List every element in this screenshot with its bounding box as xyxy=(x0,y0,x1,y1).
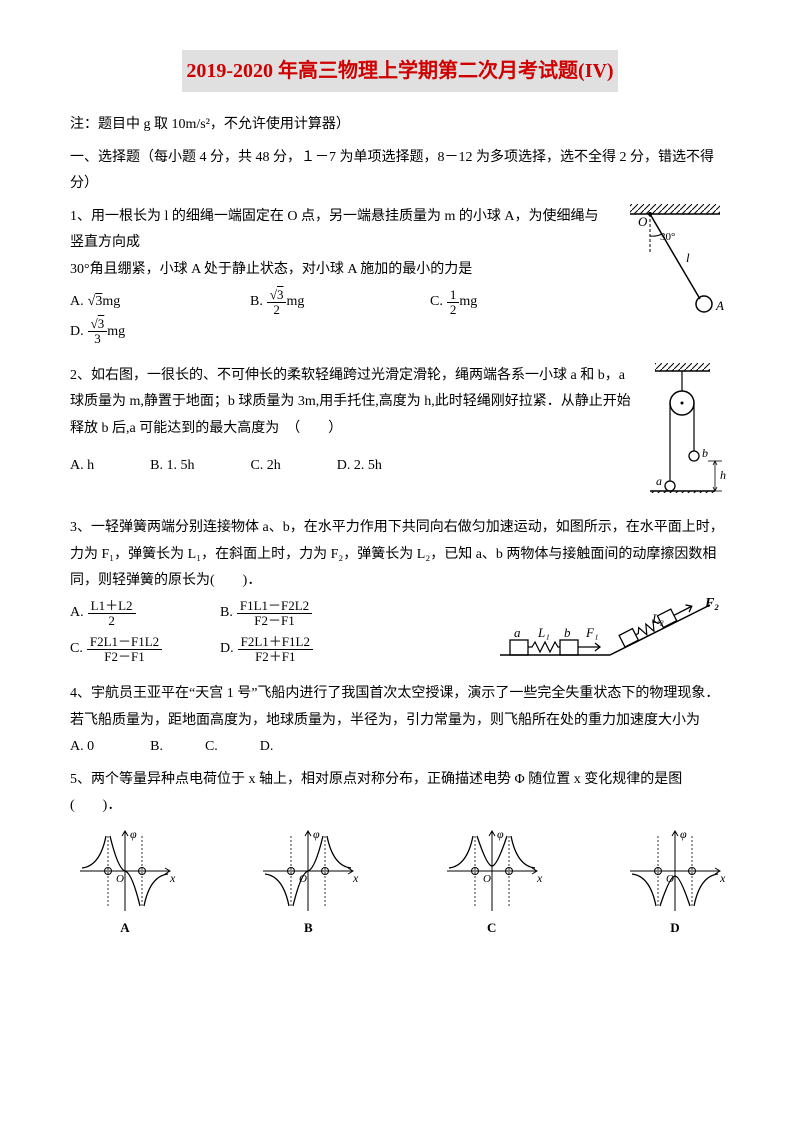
svg-text:φ: φ xyxy=(497,827,504,841)
q5-text: 5、两个等量异种点电荷位于 x 轴上，相对原点对称分布，正确描述电势 Φ 随位置… xyxy=(70,767,730,820)
q3-optA: A. L1＋L22 xyxy=(70,599,220,629)
question-5: 5、两个等量异种点电荷位于 x 轴上，相对原点对称分布，正确描述电势 Φ 随位置… xyxy=(70,767,730,941)
q1-optB: B. √32 mg xyxy=(250,288,430,318)
q2-fig-a: a xyxy=(656,474,662,488)
q1-fig-O: O xyxy=(638,214,648,229)
q2-fig-b: b xyxy=(702,446,708,460)
q1-figure: O 30° l A xyxy=(620,204,730,314)
q1-options: A. √3mg B. √32 mg C. 12 mg D. √33 mg xyxy=(70,288,610,347)
q3-figure: a L₁ b F₁ L₂ F₂ xyxy=(500,595,730,675)
question-2: b a h 2、如右图，一很长的、不可伸长的柔软轻绳跨过光滑定滑轮，绳两端各系一… xyxy=(70,363,730,509)
q3-fig-F1: F₁ xyxy=(585,625,598,640)
q4-options: A. 0 B. C. D. xyxy=(70,734,730,761)
note-line: 注：题目中 g 取 10m/s²，不允许使用计算器） xyxy=(70,112,730,139)
q5-graph-C: φ x O C xyxy=(437,826,547,941)
q2-text: 2、如右图，一很长的、不可伸长的柔软轻绳跨过光滑定滑轮，绳两端各系一小球 a 和… xyxy=(70,363,730,443)
q5-graph-D: φ x O D xyxy=(620,826,730,941)
q3-fig-L1: L₁ xyxy=(537,625,550,640)
question-4: 4、宇航员王亚平在“天宫 1 号”飞船内进行了我国首次太空授课，演示了一些完全失… xyxy=(70,681,730,761)
svg-text:O: O xyxy=(666,873,674,885)
section-heading: 一、选择题（每小题 4 分，共 48 分，１－7 为单项选择题，8－12 为多项… xyxy=(70,145,730,198)
q3-optB: B. F1L1－F2L2F2－F1 xyxy=(220,599,370,629)
q2-options: A. h B. 1. 5h C. 2h D. 2. 5h xyxy=(70,453,730,480)
q1-fig-l: l xyxy=(686,250,690,265)
question-1: O 30° l A 1、用一根长为 l 的细绳一端固定在 O 点，另一端悬挂质量… xyxy=(70,204,730,357)
svg-text:O: O xyxy=(116,873,124,885)
q1-fig-angle: 30° xyxy=(660,231,675,243)
svg-text:x: x xyxy=(169,871,176,885)
q2-figure: b a h xyxy=(650,363,730,493)
q3-fig-b: b xyxy=(564,625,571,640)
svg-text:x: x xyxy=(719,871,726,885)
q3-optC: C. F2L1－F1L2F2－F1 xyxy=(70,635,220,665)
q3-fig-a: a xyxy=(514,625,521,640)
q1-optD: D. √33 mg xyxy=(70,317,250,347)
q3-text: 3、一轻弹簧两端分别连接物体 a、b，在水平力作用下共同向右做匀加速运动，如图所… xyxy=(70,515,730,595)
q1-optA: A. √3mg xyxy=(70,288,250,318)
svg-text:φ: φ xyxy=(130,827,137,841)
svg-text:O: O xyxy=(483,873,491,885)
question-3: 3、一轻弹簧两端分别连接物体 a、b，在水平力作用下共同向右做匀加速运动，如图所… xyxy=(70,515,730,675)
page-title: 2019-2020 年高三物理上学期第二次月考试题(IV) xyxy=(182,50,617,92)
q5-graph-B: φ x O B xyxy=(253,826,363,941)
q3-fig-F2: F₂ xyxy=(704,596,719,611)
q1-optC: C. 12 mg xyxy=(430,288,610,318)
q3-options: A. L1＋L22 B. F1L1－F2L2F2－F1 C. F2L1－F1L2… xyxy=(70,599,490,664)
svg-text:φ: φ xyxy=(680,827,687,841)
svg-text:O: O xyxy=(299,873,307,885)
title-wrap: 2019-2020 年高三物理上学期第二次月考试题(IV) xyxy=(70,50,730,106)
q5-graph-A: φ x O A xyxy=(70,826,180,941)
q2-fig-h: h xyxy=(720,468,726,482)
q4-text: 4、宇航员王亚平在“天宫 1 号”飞船内进行了我国首次太空授课，演示了一些完全失… xyxy=(70,681,730,734)
svg-text:x: x xyxy=(352,871,359,885)
svg-text:x: x xyxy=(536,871,543,885)
svg-text:φ: φ xyxy=(313,827,320,841)
q3-fig-L2: L₂ xyxy=(651,611,664,626)
q3-optD: D. F2L1＋F1L2F2＋F1 xyxy=(220,635,370,665)
q5-graphs: φ x O A φ x O B xyxy=(70,826,730,941)
q1-fig-A: A xyxy=(715,298,724,313)
